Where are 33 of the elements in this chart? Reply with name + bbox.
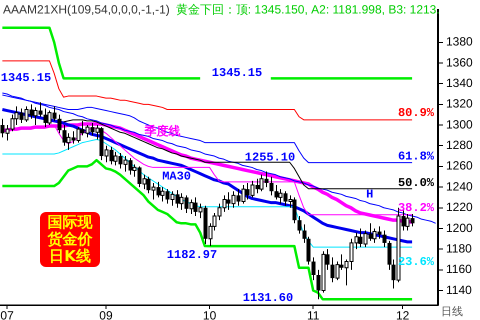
y-tick-label: 1300 <box>446 117 474 132</box>
y-tick-label: 1140 <box>446 282 472 297</box>
y-tick-label: 1240 <box>446 179 474 194</box>
x-tick-label: 12 <box>396 308 410 320</box>
y-tick-label: 1200 <box>446 220 474 235</box>
series-label: 61.8% <box>398 150 435 164</box>
y-tick-label: 1180 <box>446 241 472 256</box>
y-tick-label: 1260 <box>446 158 474 173</box>
y-tick-label: 1280 <box>446 138 474 152</box>
y-tick-label: 1340 <box>446 76 474 90</box>
caption-box: 国际现货金价日K线 <box>40 212 100 267</box>
annotation: 1345.15 <box>212 66 262 80</box>
chart-title: AAAM21XH(109,54,0,0,0,-1,-1) <box>3 2 170 16</box>
x-tick-label: 11 <box>306 308 320 320</box>
annotation: 1345.15 <box>0 71 52 86</box>
annotation: 1255.10 <box>244 150 296 164</box>
annotation: 1131.60 <box>242 291 294 306</box>
x-tick-label: 07 <box>0 308 14 320</box>
annotation: 1182.97 <box>166 248 218 262</box>
y-tick-label: 1320 <box>446 96 474 111</box>
y-tick-label: 1360 <box>446 55 474 70</box>
series-label: 38.2% <box>398 200 435 215</box>
series-label: 80.9% <box>398 106 435 120</box>
x-tick-label: 09 <box>99 308 113 320</box>
y-tick-label: 1160 <box>446 262 472 276</box>
chart-subtitle: 黄金下回：顶: 1345.150, A2: 1181.998, B3: 1213. <box>176 2 440 16</box>
series-label: 50.0% <box>398 176 435 190</box>
series-label: MA30 <box>162 169 192 184</box>
x-tick-label: 10 <box>202 308 217 320</box>
series-label: H <box>366 188 374 202</box>
text: 日线 <box>441 305 463 319</box>
y-tick-label: 1220 <box>446 200 474 214</box>
y-tick-label: 1380 <box>446 34 474 49</box>
